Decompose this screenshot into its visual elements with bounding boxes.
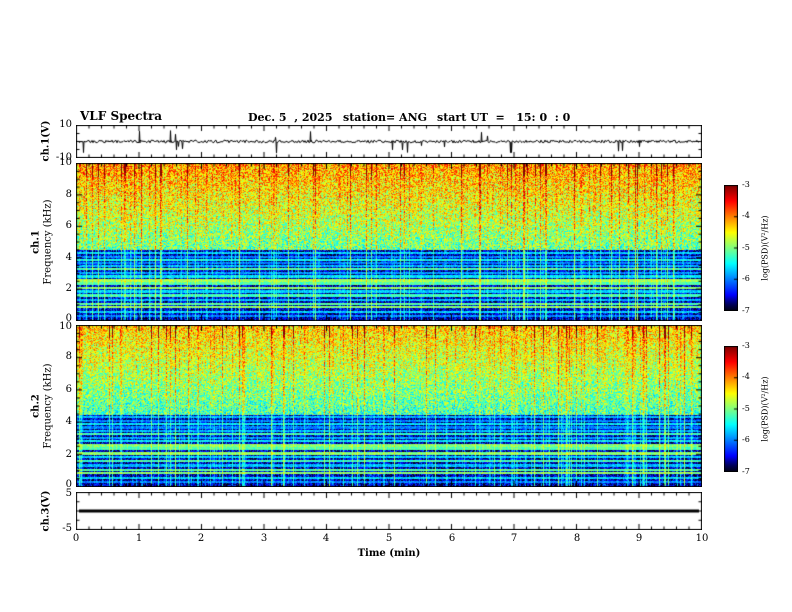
page-title: VLF Spectra bbox=[80, 109, 163, 123]
ch1-spec-ytick: 10 bbox=[59, 157, 72, 168]
ch1-wave-ytick: 10 bbox=[59, 119, 72, 130]
x-tick: 2 bbox=[197, 533, 205, 544]
ch1-spec-channel-label: ch.1 bbox=[30, 230, 42, 254]
x-tick: 1 bbox=[135, 533, 143, 544]
ch2-spec-ytick: 4 bbox=[65, 416, 72, 427]
ch2-spec-channel-label: ch.2 bbox=[30, 394, 42, 418]
colorbar2-tick: -3 bbox=[742, 341, 750, 350]
ch2-spec-ytick: 0 bbox=[65, 479, 72, 490]
colorbar2-tick: -6 bbox=[742, 435, 750, 444]
colorbar1-label: log(PSD)(V²/Hz) bbox=[760, 215, 770, 281]
colorbar1-canvas bbox=[724, 185, 738, 311]
x-tick: 8 bbox=[573, 533, 581, 544]
x-tick: 4 bbox=[322, 533, 330, 544]
ch1-spec-ylabel: Frequency (kHz) bbox=[42, 199, 54, 285]
ch2-spec-canvas bbox=[76, 325, 702, 487]
colorbar2-label: log(PSD)(V²/Hz) bbox=[760, 376, 770, 442]
colorbar1-tick: -5 bbox=[742, 243, 750, 252]
header-station: station= ANG bbox=[343, 111, 428, 124]
ch3-wave-ylabel: ch.3(V) bbox=[40, 490, 52, 532]
x-tick: 3 bbox=[260, 533, 268, 544]
colorbar1-tick: -4 bbox=[742, 211, 750, 220]
ch2-spec-ytick: 2 bbox=[65, 449, 72, 460]
ch1-spec-canvas bbox=[76, 163, 702, 321]
x-tick: 5 bbox=[385, 533, 393, 544]
ch2-spec-ytick: 10 bbox=[59, 321, 72, 332]
ch1-spec-ytick: 4 bbox=[65, 252, 72, 263]
colorbar2-tick: -7 bbox=[742, 467, 750, 476]
x-tick: 6 bbox=[448, 533, 456, 544]
ch1-wave-ylabel: ch.1(V) bbox=[40, 120, 52, 162]
x-tick: 9 bbox=[635, 533, 643, 544]
ch2-spec-ytick: 6 bbox=[65, 384, 72, 395]
ch1-spec-ytick: 2 bbox=[65, 283, 72, 294]
x-axis-label: Time (min) bbox=[357, 548, 421, 559]
colorbar1-tick: -3 bbox=[742, 180, 750, 189]
colorbar1-tick: -7 bbox=[742, 306, 750, 315]
ch1-wave-canvas bbox=[76, 125, 702, 158]
colorbar2-tick: -5 bbox=[742, 404, 750, 413]
ch1-spec-ytick: 6 bbox=[65, 220, 72, 231]
colorbar2-tick: -4 bbox=[742, 372, 750, 381]
x-tick: 0 bbox=[72, 533, 80, 544]
ch1-wave-ytick: -10 bbox=[55, 152, 72, 163]
x-tick: 10 bbox=[695, 533, 709, 544]
ch2-spec-ylabel: Frequency (kHz) bbox=[42, 363, 54, 449]
ch3-wave-canvas bbox=[76, 492, 702, 530]
ch3-wave-ytick: -5 bbox=[62, 523, 72, 534]
header-date: Dec. 5 , 2025 bbox=[248, 111, 333, 124]
x-tick: 7 bbox=[510, 533, 518, 544]
ch1-spec-ytick: 8 bbox=[65, 189, 72, 200]
colorbar1-tick: -6 bbox=[742, 274, 750, 283]
colorbar2-canvas bbox=[724, 346, 738, 472]
ch2-spec-ytick: 8 bbox=[65, 351, 72, 362]
ch1-spec-ytick: 0 bbox=[65, 313, 72, 324]
ch3-wave-ytick: 5 bbox=[65, 488, 72, 499]
header-start-ut: start UT = 15: 0 : 0 bbox=[437, 111, 571, 124]
